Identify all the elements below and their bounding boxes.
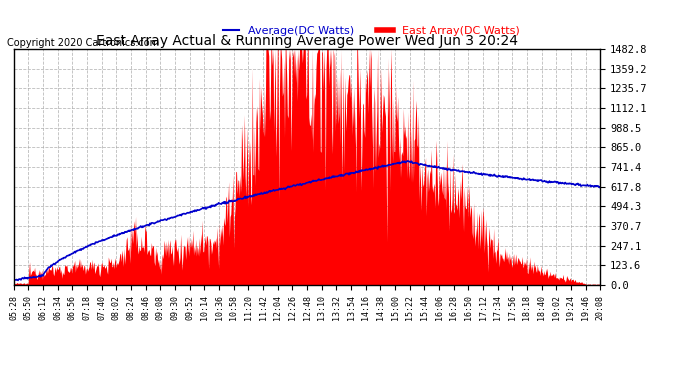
Text: Copyright 2020 Cartronics.com: Copyright 2020 Cartronics.com (7, 38, 159, 48)
Legend: Average(DC Watts), East Array(DC Watts): Average(DC Watts), East Array(DC Watts) (218, 21, 524, 40)
Title: East Array Actual & Running Average Power Wed Jun 3 20:24: East Array Actual & Running Average Powe… (96, 34, 518, 48)
